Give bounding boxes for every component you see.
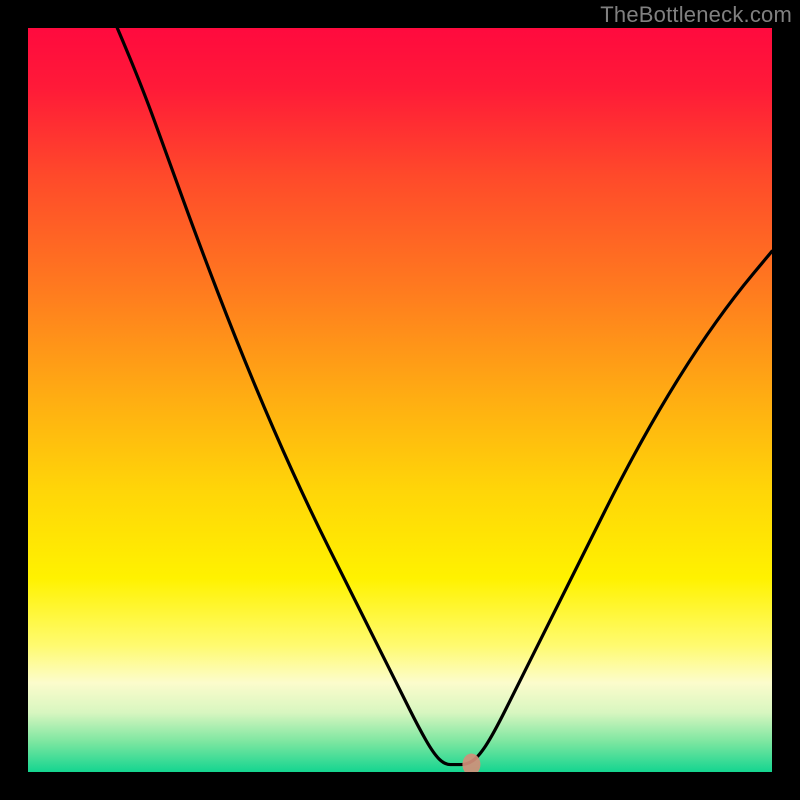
chart-canvas: TheBottleneck.com (0, 0, 800, 800)
gradient-background (28, 28, 772, 772)
plot-area (28, 28, 772, 772)
watermark-text: TheBottleneck.com (600, 2, 792, 28)
chart-svg (28, 28, 772, 772)
